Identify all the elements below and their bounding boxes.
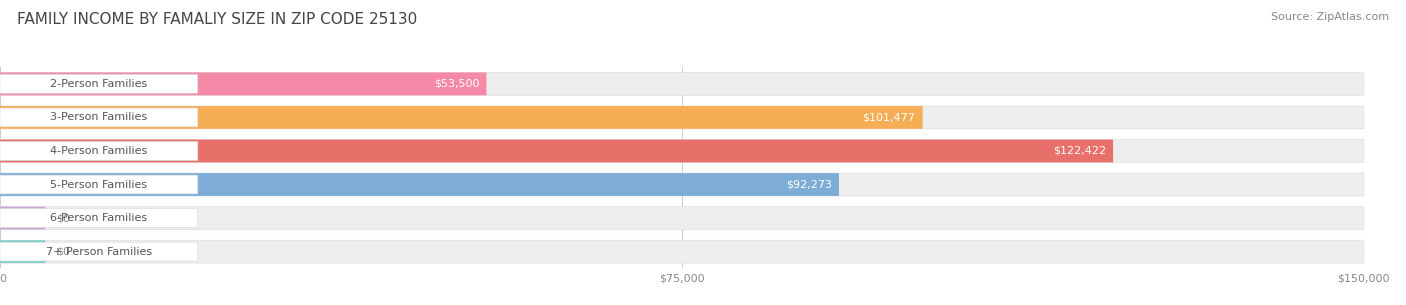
Text: $122,422: $122,422 (1053, 146, 1105, 156)
FancyBboxPatch shape (0, 209, 198, 228)
FancyBboxPatch shape (0, 73, 1364, 95)
FancyBboxPatch shape (0, 142, 198, 160)
FancyBboxPatch shape (0, 173, 1364, 196)
FancyBboxPatch shape (0, 242, 198, 261)
FancyBboxPatch shape (0, 74, 198, 93)
FancyBboxPatch shape (0, 240, 45, 263)
FancyBboxPatch shape (0, 140, 1114, 162)
Text: $0: $0 (56, 247, 70, 257)
Text: $92,273: $92,273 (786, 180, 832, 189)
FancyBboxPatch shape (0, 240, 1364, 263)
FancyBboxPatch shape (0, 140, 1364, 162)
FancyBboxPatch shape (0, 106, 922, 129)
FancyBboxPatch shape (0, 173, 839, 196)
FancyBboxPatch shape (0, 73, 486, 95)
Text: $101,477: $101,477 (862, 113, 915, 122)
Text: 7+ Person Families: 7+ Person Families (46, 247, 152, 257)
Text: Source: ZipAtlas.com: Source: ZipAtlas.com (1271, 12, 1389, 22)
Text: 2-Person Families: 2-Person Families (51, 79, 148, 89)
FancyBboxPatch shape (0, 106, 1364, 129)
FancyBboxPatch shape (0, 175, 198, 194)
FancyBboxPatch shape (0, 207, 1364, 229)
Text: 6-Person Families: 6-Person Families (51, 213, 148, 223)
FancyBboxPatch shape (0, 108, 198, 127)
Text: 4-Person Families: 4-Person Families (51, 146, 148, 156)
FancyBboxPatch shape (0, 207, 45, 229)
Text: 5-Person Families: 5-Person Families (51, 180, 148, 189)
Text: $0: $0 (56, 213, 70, 223)
Text: $53,500: $53,500 (433, 79, 479, 89)
Text: 3-Person Families: 3-Person Families (51, 113, 148, 122)
Text: FAMILY INCOME BY FAMALIY SIZE IN ZIP CODE 25130: FAMILY INCOME BY FAMALIY SIZE IN ZIP COD… (17, 12, 418, 27)
